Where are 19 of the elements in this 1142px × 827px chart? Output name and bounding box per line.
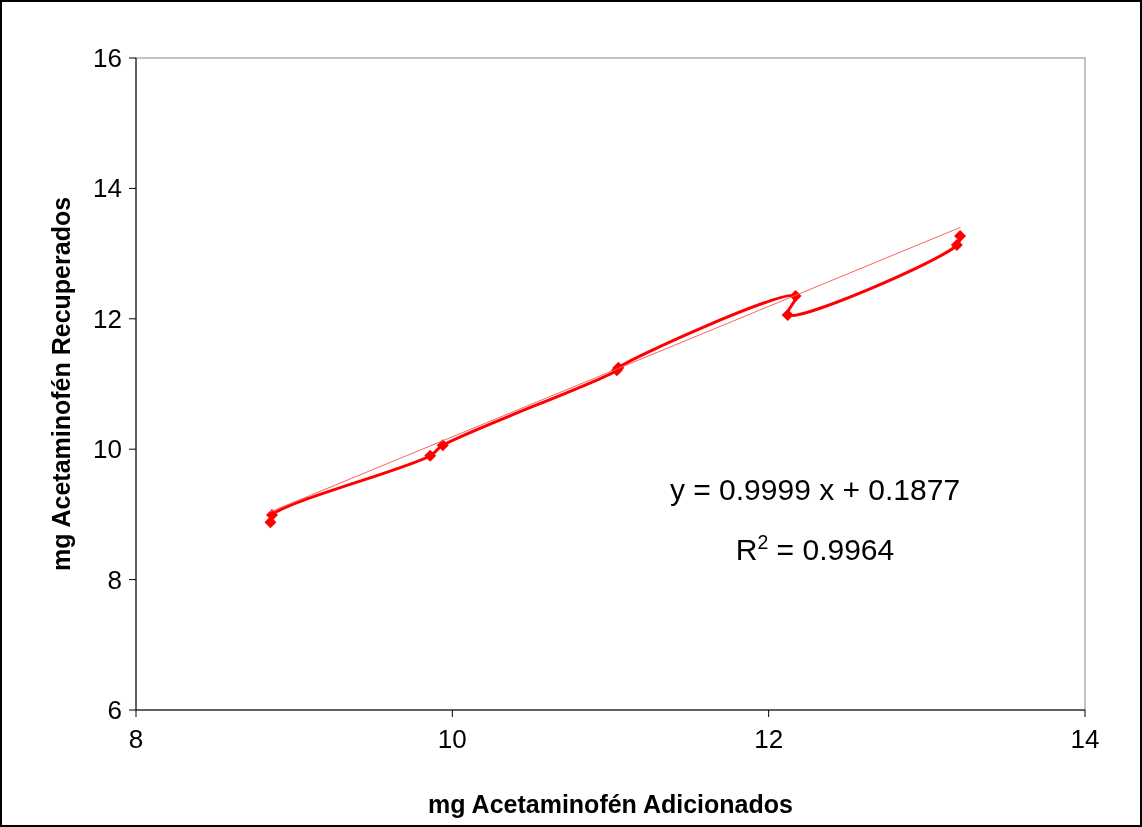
x-tick-label: 10 [437, 724, 467, 754]
point [781, 308, 794, 321]
annotation: R$^{2}$ = 0.9964 [735, 531, 895, 566]
point [950, 239, 963, 252]
point [436, 439, 449, 452]
y-axis-title: mg Acetaminofén Recuperados [47, 196, 75, 572]
y-tick-label: 10 [93, 434, 122, 465]
x-tick-label: 14 [1070, 724, 1100, 754]
y-tick-label: 14 [93, 173, 122, 204]
y-tick-label: 16 [93, 43, 122, 73]
y-tick-label: 6 [107, 695, 122, 725]
y-tick-label: 12 [93, 303, 122, 334]
x-tick-label: 12 [754, 724, 784, 754]
x-tick-label: 8 [128, 724, 144, 754]
point [424, 449, 437, 462]
point [954, 230, 967, 242]
x-axis-title: mg Acetaminofén Adicionados [428, 790, 793, 818]
y-tick-label: 8 [107, 564, 122, 595]
annotation: y = 0.9999 x + 0.1877 [669, 473, 961, 506]
